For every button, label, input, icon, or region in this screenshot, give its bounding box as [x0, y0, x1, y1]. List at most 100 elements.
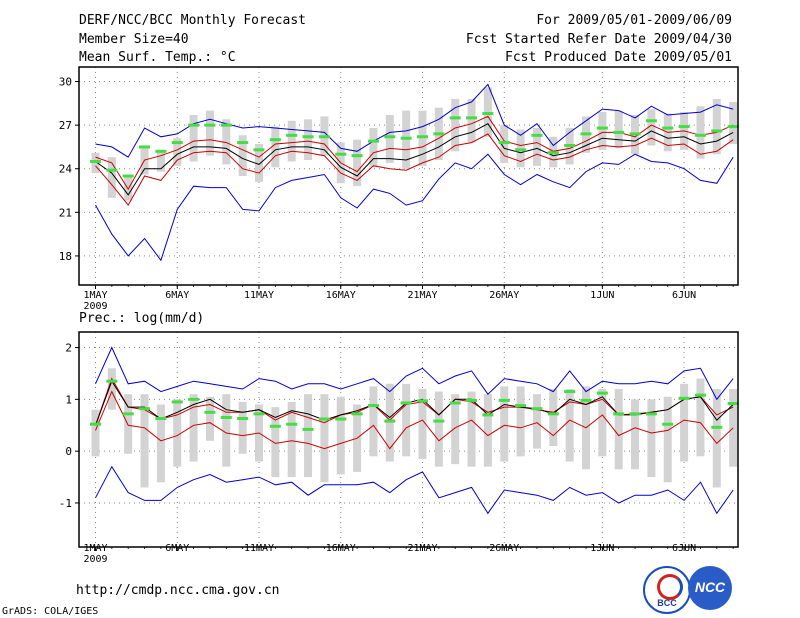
range-bar [173, 399, 182, 467]
best-estimate-mark [286, 133, 298, 137]
range-bar [614, 388, 623, 470]
range-bar [631, 399, 640, 470]
best-estimate-mark [204, 123, 216, 127]
range-bar [385, 114, 394, 163]
best-estimate-mark [449, 116, 461, 120]
best-estimate-mark [171, 141, 183, 145]
best-estimate-mark [531, 133, 543, 137]
source-url[interactable]: http://cmdp.ncc.cma.gov.cn [76, 583, 280, 598]
bcc-logo: BCC [643, 566, 691, 614]
range-bar [287, 401, 296, 478]
best-estimate-mark [711, 425, 723, 429]
best-estimate-mark [547, 412, 559, 416]
best-estimate-mark [335, 152, 347, 156]
series-ensemble-mean [95, 123, 734, 196]
range-bar [304, 394, 313, 478]
best-estimate-mark [302, 427, 314, 431]
range-bar [124, 174, 133, 201]
range-bar [107, 368, 116, 410]
x-tick-label: 26MAY [489, 290, 519, 301]
y-tick-label: 0 [65, 445, 72, 458]
range-bar [156, 149, 165, 172]
range-bar [647, 109, 656, 146]
best-estimate-mark [466, 116, 478, 120]
best-estimate-mark [139, 407, 151, 411]
range-bar [238, 135, 247, 176]
best-estimate-mark [662, 126, 674, 130]
y-tick-label: 18 [59, 250, 72, 263]
best-estimate-mark [417, 399, 428, 403]
best-estimate-mark [155, 149, 167, 153]
range-bar [680, 383, 689, 462]
best-estimate-mark [188, 397, 200, 401]
range-bar [434, 391, 443, 467]
y-tick-label: 30 [59, 76, 72, 89]
series-ensemble-mean [95, 380, 734, 426]
best-estimate-mark [122, 412, 134, 416]
best-estimate-mark [286, 422, 298, 426]
range-bar [107, 157, 116, 198]
range-bar [696, 378, 705, 457]
range-bar [238, 401, 247, 454]
best-estimate-mark [318, 135, 330, 139]
x-tick-label: 11MAY [244, 290, 274, 301]
range-bar [532, 128, 541, 166]
range-bar [598, 388, 607, 457]
range-bar [647, 399, 656, 478]
x-tick-label: 6MAY [165, 290, 189, 301]
best-estimate-mark [400, 136, 412, 140]
range-bar [271, 407, 280, 478]
range-bar [663, 396, 672, 483]
best-estimate-mark [171, 400, 183, 404]
best-estimate-mark [662, 422, 674, 426]
range-bar [696, 106, 705, 159]
x-tick-label: 6JUN [672, 290, 696, 301]
best-estimate-mark [417, 135, 428, 139]
y-tick-label: 21 [59, 206, 72, 219]
range-bar [320, 394, 329, 483]
series-max [95, 83, 734, 158]
best-estimate-mark [90, 422, 101, 426]
best-estimate-mark [269, 138, 281, 142]
range-bar [451, 98, 460, 152]
y-tick-label: 27 [59, 119, 72, 132]
best-estimate-mark [596, 126, 608, 130]
best-estimate-mark [155, 417, 167, 421]
best-estimate-mark [400, 401, 412, 405]
best-estimate-mark [269, 424, 281, 428]
plot-frame [78, 66, 739, 286]
y-tick-label: 24 [59, 163, 73, 176]
best-estimate-mark [384, 135, 396, 139]
best-estimate-mark [613, 412, 625, 416]
best-estimate-mark [220, 123, 232, 127]
best-estimate-mark [482, 112, 494, 116]
best-estimate-mark [367, 404, 379, 408]
best-estimate-mark [318, 417, 330, 421]
series-min [95, 465, 734, 515]
range-bar [189, 114, 198, 162]
best-estimate-mark [694, 393, 706, 397]
range-bar [156, 404, 165, 483]
y-tick-label: 1 [65, 393, 72, 406]
range-bar [222, 394, 231, 467]
best-estimate-mark [220, 415, 232, 419]
series-min [95, 153, 734, 262]
best-estimate-mark [90, 159, 101, 163]
best-estimate-mark [384, 419, 396, 423]
range-bar [205, 396, 214, 441]
range-bar [271, 126, 280, 168]
best-estimate-mark [188, 123, 200, 127]
best-estimate-mark [645, 119, 657, 123]
best-estimate-mark [515, 148, 527, 152]
range-bar [516, 386, 525, 457]
x-tick-label: 21MAY [407, 290, 437, 301]
range-bar [402, 383, 411, 457]
range-bar [565, 388, 574, 462]
best-estimate-mark [727, 125, 739, 129]
variable-label: Mean Surf. Temp.: °C [79, 50, 236, 65]
range-bar [712, 388, 721, 488]
best-estimate-mark [580, 398, 592, 402]
best-estimate-mark [302, 135, 314, 139]
range-bar [500, 386, 509, 462]
series-spread-lower [95, 390, 734, 450]
